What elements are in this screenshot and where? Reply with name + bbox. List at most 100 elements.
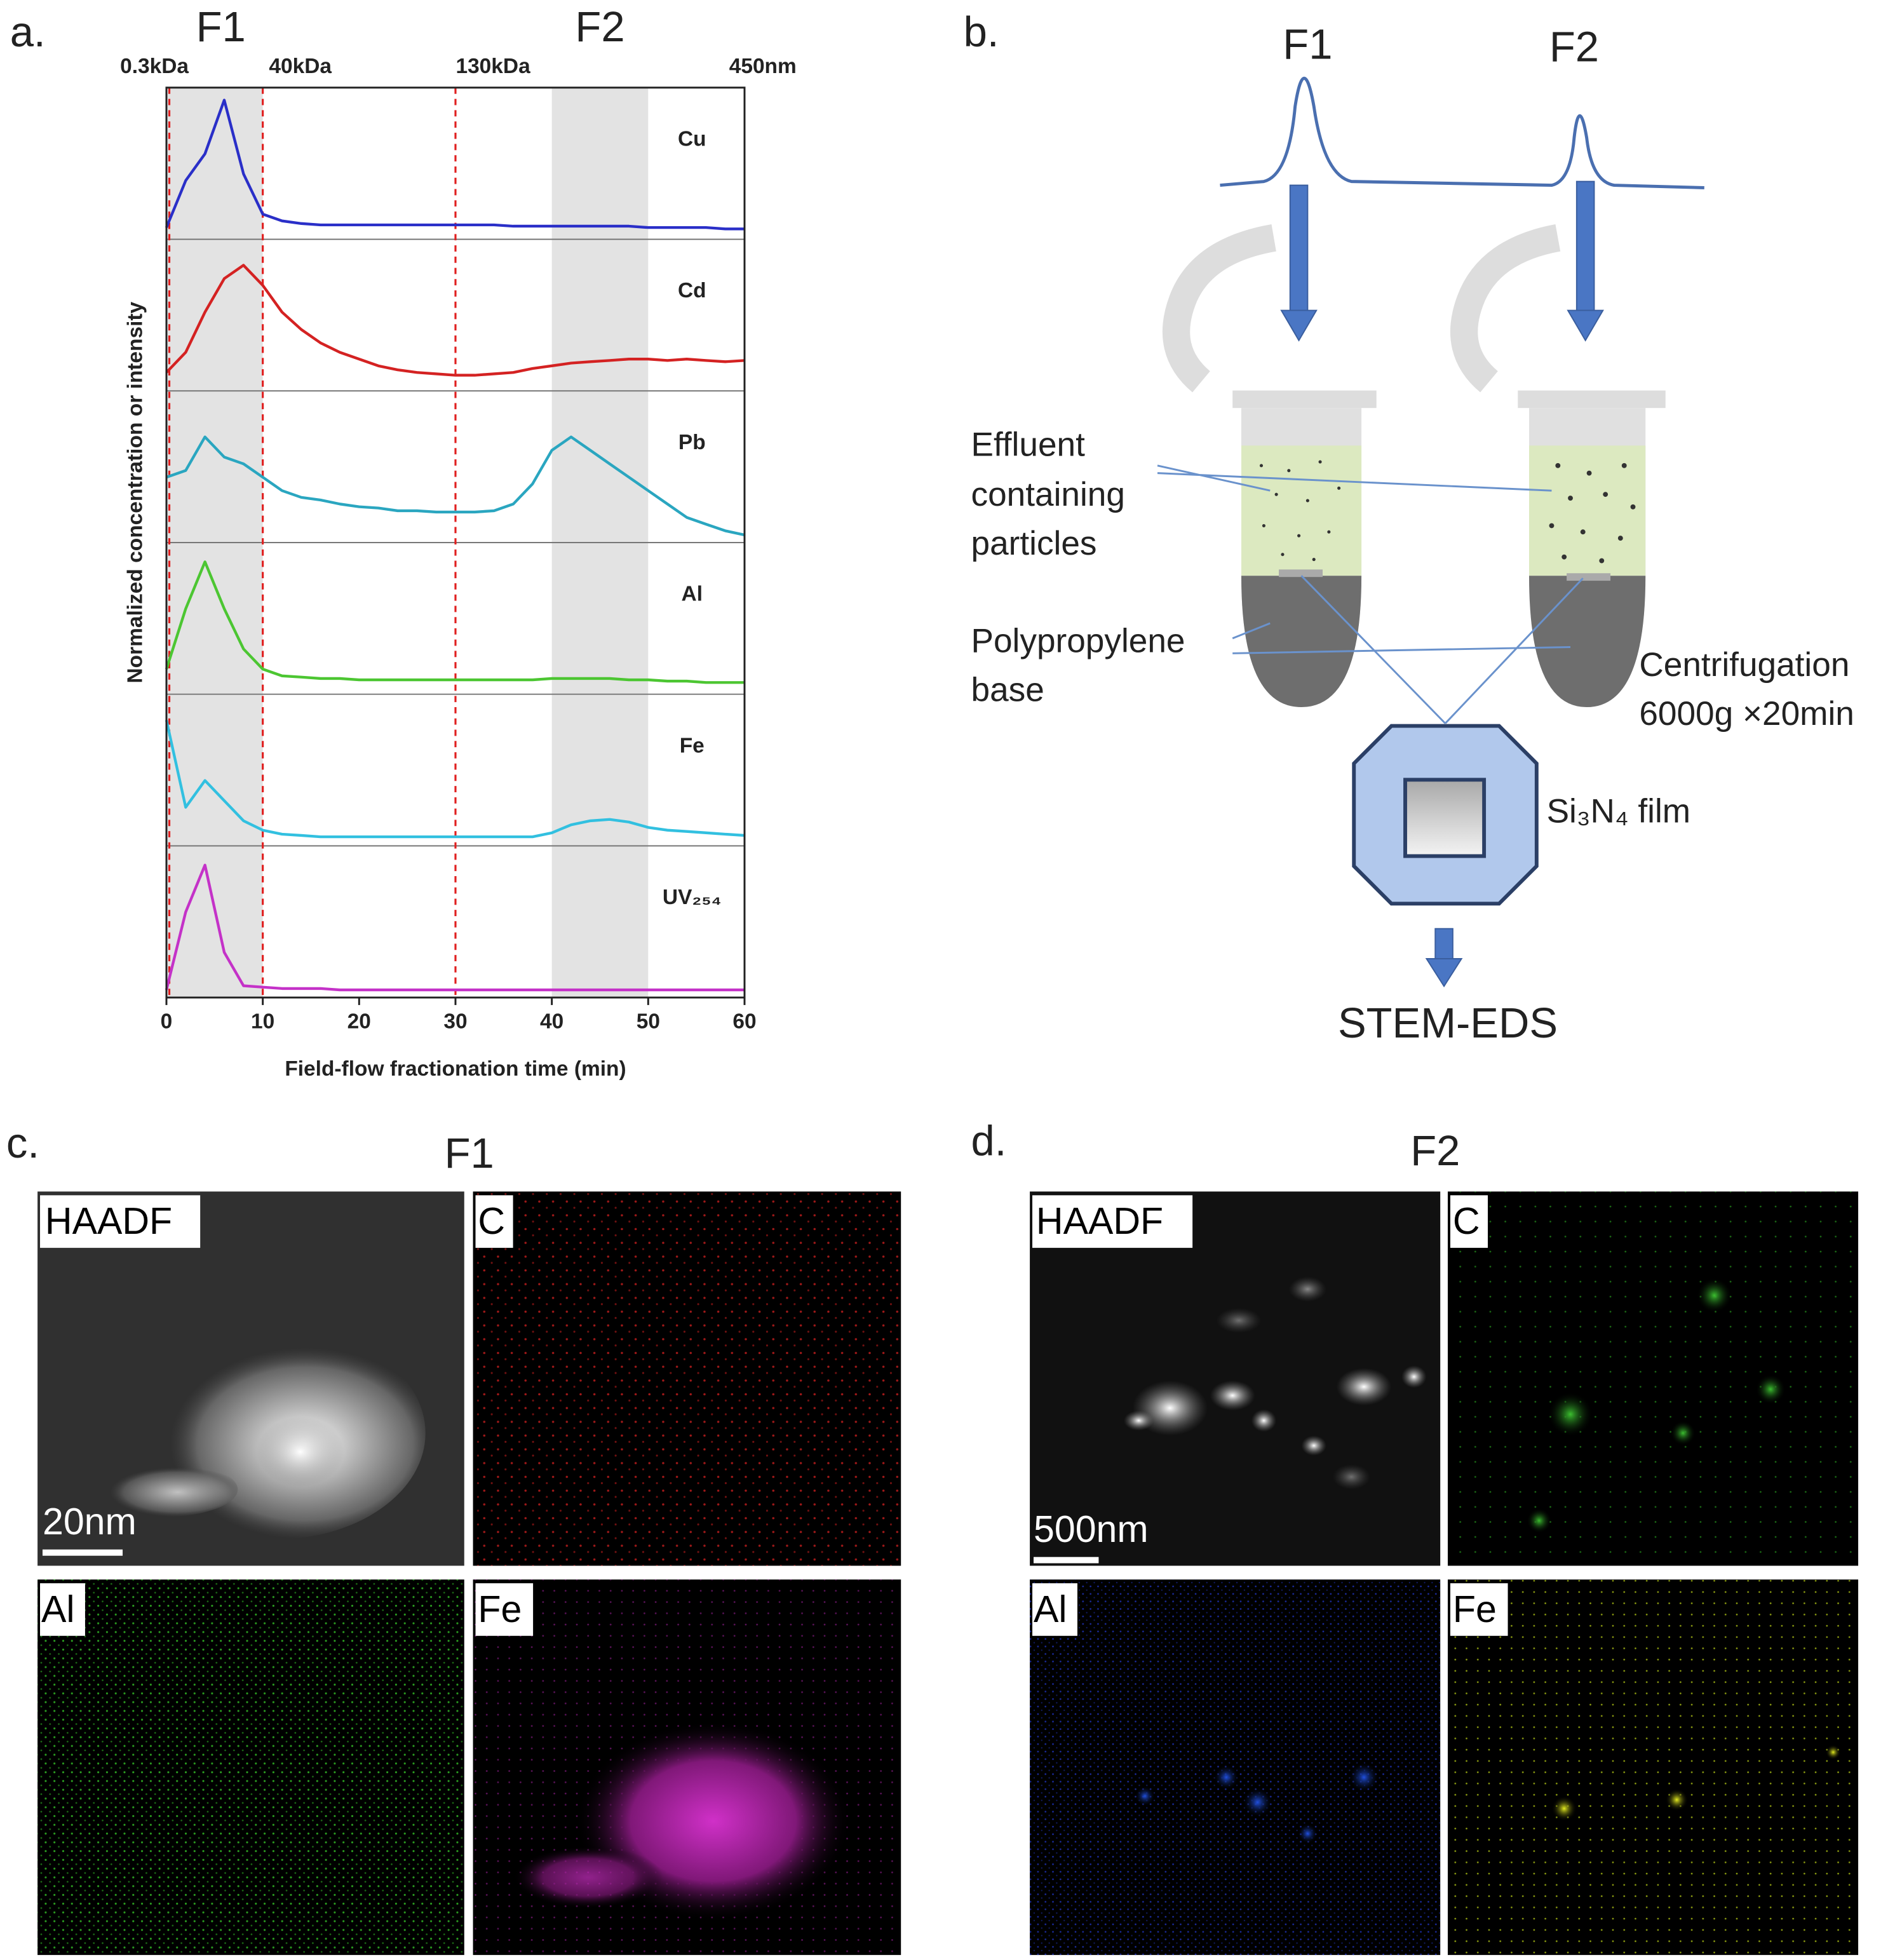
label-box bbox=[40, 1195, 201, 1248]
particles bbox=[1123, 1276, 1427, 1490]
effluent-label: Effluent bbox=[971, 426, 1086, 463]
series-label: Cd bbox=[678, 279, 706, 302]
fraction-label: F2 bbox=[1549, 23, 1599, 71]
label-box bbox=[1032, 1583, 1077, 1636]
pellet-base bbox=[1241, 576, 1362, 708]
series-line bbox=[165, 98, 745, 231]
x-tick-label: 20 bbox=[347, 1010, 371, 1033]
fraction-label: F2 bbox=[575, 3, 624, 51]
tube-cap-hinge bbox=[1162, 224, 1277, 393]
series-label: Fe bbox=[680, 734, 705, 757]
centrifugation-label: Centrifugation bbox=[1639, 646, 1849, 684]
chart-a: F1 F2 0.3kDa 40kDa 130kDa 450nm Cu Cd Pb Al Fe UV₂₅… bbox=[120, 3, 797, 1081]
image-label: HAADF bbox=[1036, 1200, 1163, 1242]
fraction-label: F2 bbox=[1410, 1127, 1460, 1175]
image-label: C bbox=[1453, 1200, 1480, 1242]
al-signal bbox=[1135, 1762, 1379, 1844]
c-map-signal bbox=[1447, 1191, 1859, 1566]
x-tick-label: 40 bbox=[540, 1010, 563, 1033]
panel-d: d. F2 HAADF C Al Fe 500nm bbox=[971, 1117, 1859, 1956]
image-label: Fe bbox=[1453, 1588, 1497, 1630]
tube-cap-hinge bbox=[1450, 224, 1561, 393]
film bbox=[1279, 569, 1323, 578]
panel-c: c. F1 HAADF C Al Fe 20nm bbox=[6, 1119, 901, 1956]
fraction-label: F1 bbox=[445, 1130, 494, 1177]
scale-bar-label: 500nm bbox=[1034, 1508, 1149, 1550]
label-box bbox=[1450, 1195, 1488, 1248]
arrow bbox=[1289, 184, 1309, 311]
particle bbox=[87, 1461, 238, 1517]
particles bbox=[1259, 460, 1636, 564]
tube bbox=[1162, 224, 1377, 708]
effluent-label: containing bbox=[971, 476, 1125, 513]
panel-label: c. bbox=[6, 1119, 39, 1167]
image-label: C bbox=[478, 1200, 505, 1242]
arrows bbox=[1280, 180, 1604, 988]
scale-bar bbox=[42, 1549, 123, 1556]
x-tick-label: 50 bbox=[637, 1010, 660, 1033]
series-line bbox=[165, 863, 745, 992]
tube-cap bbox=[1518, 390, 1666, 409]
effluent bbox=[1241, 445, 1362, 576]
fraction-label: F1 bbox=[1283, 21, 1332, 69]
arrow bbox=[1575, 180, 1595, 311]
series-line bbox=[166, 435, 745, 537]
al-map-signal bbox=[37, 1579, 464, 1956]
scale-bar-label: 20nm bbox=[43, 1501, 137, 1543]
fe-signal bbox=[513, 1846, 663, 1909]
x-tick-label: 10 bbox=[251, 1010, 274, 1033]
particle bbox=[256, 1417, 344, 1487]
tube-cap bbox=[1232, 390, 1377, 409]
size-marker-label: 40kDa bbox=[269, 55, 332, 78]
si3n4-window bbox=[1403, 778, 1487, 858]
x-axis-label: Field-flow fractionation time (min) bbox=[285, 1057, 626, 1081]
c-map-signal bbox=[473, 1191, 901, 1566]
size-marker-label: 0.3kDa bbox=[120, 55, 189, 78]
image-label: Fe bbox=[478, 1588, 522, 1630]
panel-label: a. bbox=[10, 8, 46, 56]
film bbox=[1567, 573, 1611, 581]
panel-label: b. bbox=[964, 8, 999, 56]
image-label: HAADF bbox=[45, 1200, 172, 1242]
label-box bbox=[475, 1195, 513, 1248]
arrow bbox=[1434, 928, 1453, 959]
arrow bbox=[1425, 958, 1463, 988]
fraction-label: F1 bbox=[196, 3, 246, 51]
series-label: Cu bbox=[678, 127, 706, 151]
size-marker-label: 130kDa bbox=[455, 55, 530, 78]
label-box bbox=[1032, 1195, 1193, 1248]
scale-bar bbox=[1034, 1557, 1099, 1564]
al-map-signal bbox=[1030, 1579, 1441, 1956]
base-label: Polypropylene bbox=[971, 623, 1185, 660]
tube bbox=[1450, 224, 1666, 708]
leader-lines bbox=[1157, 464, 1584, 724]
fe-signal bbox=[1551, 1745, 1841, 1821]
pellet-base bbox=[1529, 576, 1646, 708]
series-label: Pb bbox=[678, 431, 706, 454]
x-tick-label: 0 bbox=[161, 1010, 173, 1033]
fe-map-signal bbox=[1447, 1579, 1859, 1956]
fractogram-curve bbox=[1220, 76, 1704, 189]
effluent-label: particles bbox=[971, 525, 1097, 562]
series-line bbox=[165, 560, 745, 684]
series-label: UV₂₅₄ bbox=[663, 886, 722, 909]
technique-label: STEM-EDS bbox=[1338, 999, 1558, 1047]
series-line bbox=[165, 264, 745, 377]
centrifugation-label: 6000g ×20min bbox=[1639, 695, 1854, 733]
arrow bbox=[1280, 309, 1318, 342]
image-label: Al bbox=[1034, 1588, 1067, 1630]
label-box bbox=[40, 1583, 85, 1636]
effluent bbox=[1529, 445, 1646, 576]
x-tick-label: 30 bbox=[443, 1010, 467, 1033]
y-axis-label: Normalized concentration or intensity bbox=[124, 301, 147, 683]
size-marker-label: 450nm bbox=[729, 55, 797, 78]
panel-label: d. bbox=[971, 1117, 1007, 1165]
arrow bbox=[1567, 309, 1604, 342]
label-box bbox=[475, 1583, 534, 1636]
series-label: Al bbox=[682, 583, 703, 606]
series-line bbox=[165, 720, 745, 839]
label-box bbox=[1450, 1583, 1508, 1636]
base-label: base bbox=[971, 671, 1044, 708]
